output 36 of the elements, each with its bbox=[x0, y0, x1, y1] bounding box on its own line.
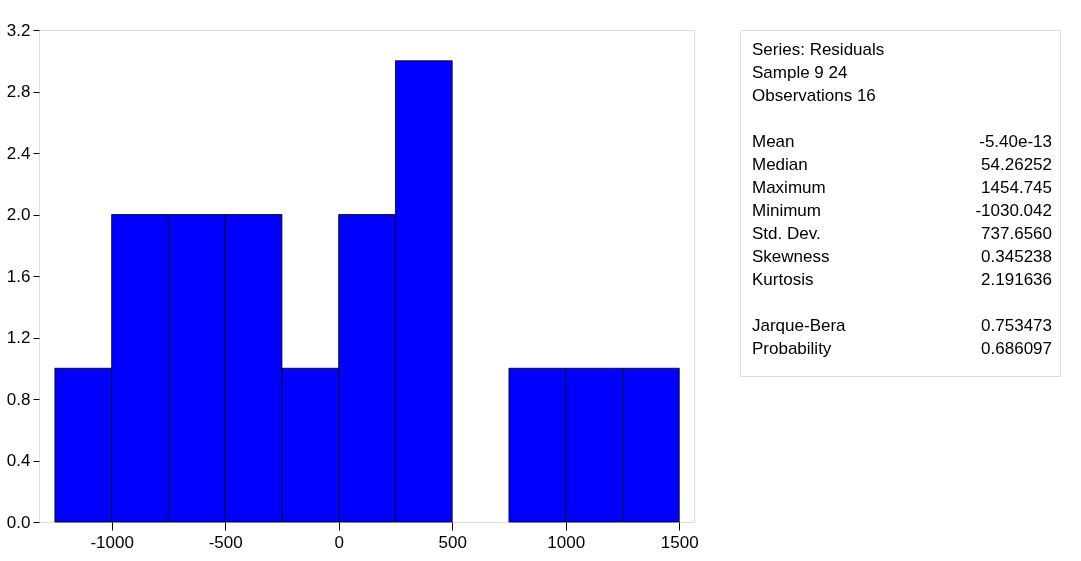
text: 0.753473 bbox=[981, 316, 1052, 335]
text: Mean bbox=[752, 132, 795, 151]
text: -1030.042 bbox=[975, 201, 1052, 220]
text: Jarque-Bera bbox=[752, 316, 847, 335]
text: Sample 9 24 bbox=[752, 63, 848, 82]
text: Minimum bbox=[752, 201, 821, 220]
x-tick-label: 500 bbox=[438, 532, 467, 552]
text: 2.191636 bbox=[981, 270, 1052, 289]
x-tick-label: -500 bbox=[208, 532, 243, 552]
text: Series: Residuals bbox=[752, 40, 885, 59]
text: 0.345238 bbox=[981, 247, 1052, 266]
text: Kurtosis bbox=[752, 270, 814, 289]
y-tick-label: 3.2 bbox=[6, 20, 31, 40]
x-tick-label: -1000 bbox=[90, 532, 134, 552]
text: Skewness bbox=[752, 247, 830, 266]
text: 0.686097 bbox=[981, 339, 1052, 358]
text: -5.40e-13 bbox=[979, 132, 1052, 151]
x-tick-label: 0 bbox=[334, 532, 344, 552]
y-tick-label: 2.0 bbox=[6, 205, 31, 224]
text: Median bbox=[752, 155, 808, 174]
text: 737.6560 bbox=[981, 224, 1052, 243]
x-tick-label: 1000 bbox=[547, 532, 586, 552]
y-tick-label: 0.4 bbox=[6, 451, 31, 470]
y-tick-label: 1.6 bbox=[6, 266, 31, 286]
y-tick-label: 0.8 bbox=[6, 389, 31, 409]
y-tick-label: 1.2 bbox=[6, 328, 31, 347]
text: Observations 16 bbox=[752, 86, 876, 105]
x-tick-label: 1500 bbox=[660, 532, 699, 552]
y-tick-label: 2.8 bbox=[6, 82, 31, 101]
text: 54.26252 bbox=[981, 155, 1052, 174]
text: Std. Dev. bbox=[752, 224, 821, 243]
text: Probability bbox=[752, 339, 832, 358]
text: Maximum bbox=[752, 178, 826, 197]
y-tick-label: 0.0 bbox=[6, 512, 31, 532]
y-tick-label: 2.4 bbox=[6, 143, 31, 163]
text: 1454.745 bbox=[981, 178, 1052, 197]
